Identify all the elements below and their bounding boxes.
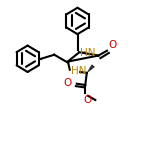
Text: O: O [108,40,116,50]
Text: HN: HN [80,48,95,58]
Text: HN: HN [71,66,86,76]
Text: O: O [83,95,92,105]
Text: O: O [64,78,72,88]
